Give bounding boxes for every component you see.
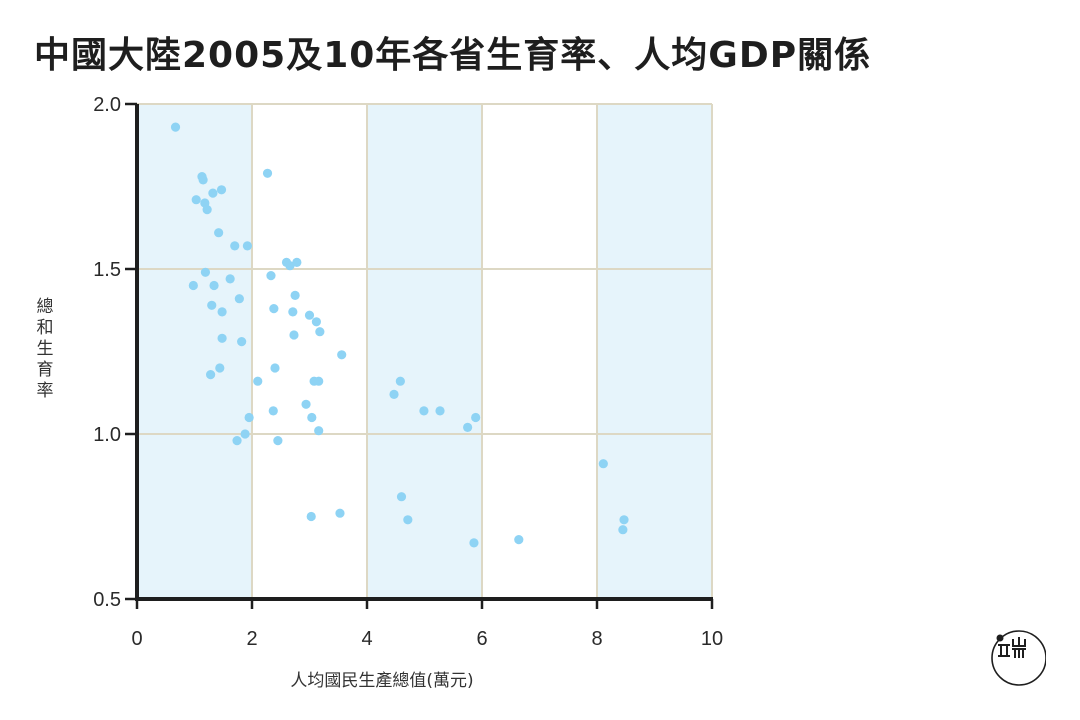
x-axis-label: 人均國民生產總值(萬元) xyxy=(290,671,473,691)
data-point xyxy=(598,459,608,469)
data-point xyxy=(285,261,295,271)
data-point xyxy=(200,267,211,277)
data-point xyxy=(268,406,278,416)
data-point xyxy=(335,508,345,518)
data-point xyxy=(301,399,311,409)
data-point xyxy=(232,436,242,446)
x-tick-label: 6 xyxy=(476,628,487,650)
x-tick-label: 8 xyxy=(591,628,602,650)
data-point xyxy=(253,376,263,386)
data-point xyxy=(214,228,224,238)
data-point xyxy=(463,422,473,432)
data-point xyxy=(262,168,273,178)
data-point xyxy=(273,436,283,446)
shaded-band xyxy=(597,104,712,599)
data-points xyxy=(170,122,629,548)
data-point xyxy=(188,280,198,291)
data-point xyxy=(240,429,250,439)
initium-logo-icon xyxy=(991,630,1046,686)
data-point xyxy=(307,412,317,423)
tick-labels: 0 2 4 6 8 10 0.5 1.0 1.5 2.0 xyxy=(93,94,723,650)
data-point xyxy=(216,185,227,195)
x-tick-label: 10 xyxy=(701,628,723,650)
data-point xyxy=(619,515,629,525)
data-point xyxy=(191,195,201,205)
x-tick-label: 4 xyxy=(361,628,372,650)
axes xyxy=(125,102,714,609)
data-point xyxy=(209,280,219,291)
shaded-bands xyxy=(137,104,712,599)
data-point xyxy=(242,241,252,251)
data-point xyxy=(314,426,324,436)
shaded-band xyxy=(137,104,252,599)
data-point xyxy=(234,294,244,304)
data-point xyxy=(217,333,227,343)
gridlines xyxy=(137,103,713,599)
data-point xyxy=(170,122,181,132)
data-point xyxy=(290,290,300,300)
data-point xyxy=(230,241,240,251)
data-point xyxy=(270,363,280,373)
data-point xyxy=(403,515,413,525)
data-point xyxy=(419,406,429,416)
data-point xyxy=(206,370,216,380)
data-point xyxy=(269,304,279,314)
data-point xyxy=(396,492,407,502)
x-tick-label: 2 xyxy=(246,628,257,650)
data-point xyxy=(304,310,315,320)
data-point xyxy=(337,350,347,360)
data-point xyxy=(314,376,324,386)
y-tick-label: 0.5 xyxy=(93,589,121,611)
y-tick-label: 1.0 xyxy=(93,424,121,446)
data-point xyxy=(311,317,321,327)
data-point xyxy=(292,257,302,267)
y-axis-label: 總和生育率 xyxy=(37,297,54,401)
data-point xyxy=(217,307,227,317)
data-point xyxy=(225,274,235,284)
data-point xyxy=(435,406,445,416)
data-point xyxy=(469,538,479,548)
shaded-band xyxy=(367,104,482,599)
data-point xyxy=(198,175,208,185)
data-point xyxy=(306,511,316,522)
data-point xyxy=(315,327,325,337)
data-point xyxy=(215,363,225,373)
data-point xyxy=(618,525,628,535)
data-point xyxy=(514,535,524,545)
data-point xyxy=(208,188,218,198)
data-point xyxy=(202,205,212,215)
x-tick-label: 0 xyxy=(131,628,142,650)
data-point xyxy=(471,412,481,423)
data-point xyxy=(207,300,217,310)
data-point xyxy=(395,376,405,386)
data-point xyxy=(266,271,276,281)
chart-title: 中國大陸2005及10年各省生育率、人均GDP關係 xyxy=(34,35,872,76)
data-point xyxy=(289,330,299,340)
data-point xyxy=(244,412,254,423)
data-point xyxy=(237,337,247,347)
y-tick-label: 2.0 xyxy=(93,94,121,116)
y-tick-label: 1.5 xyxy=(93,259,121,281)
data-point xyxy=(389,389,399,399)
data-point xyxy=(288,307,298,317)
